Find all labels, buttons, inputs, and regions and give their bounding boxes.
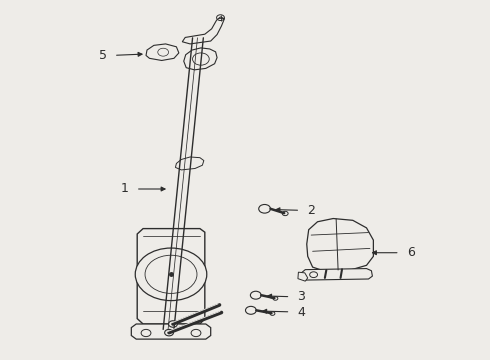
Text: 6: 6	[372, 246, 415, 259]
Polygon shape	[298, 272, 308, 281]
Circle shape	[273, 297, 278, 300]
Polygon shape	[137, 229, 205, 324]
Circle shape	[250, 291, 261, 299]
Text: 4: 4	[263, 306, 305, 319]
Circle shape	[165, 329, 173, 336]
Circle shape	[270, 312, 275, 315]
Text: 2: 2	[276, 204, 315, 217]
Text: 5: 5	[99, 49, 142, 62]
Text: 1: 1	[121, 183, 165, 195]
Polygon shape	[184, 48, 217, 70]
Text: 3: 3	[268, 291, 305, 303]
Polygon shape	[301, 269, 372, 280]
Polygon shape	[175, 157, 204, 170]
Polygon shape	[307, 219, 373, 271]
Circle shape	[245, 306, 256, 314]
Circle shape	[282, 211, 288, 216]
Polygon shape	[182, 17, 224, 44]
Polygon shape	[131, 324, 211, 339]
Circle shape	[135, 248, 207, 301]
Circle shape	[145, 255, 197, 293]
Circle shape	[169, 321, 177, 327]
Polygon shape	[146, 44, 179, 60]
Circle shape	[259, 204, 270, 213]
